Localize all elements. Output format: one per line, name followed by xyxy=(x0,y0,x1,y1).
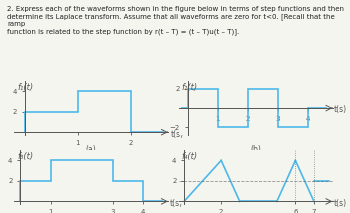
Text: t(s): t(s) xyxy=(334,105,347,114)
Text: f₂(t): f₂(t) xyxy=(182,83,198,92)
Text: (a): (a) xyxy=(86,145,96,154)
Text: f₃(t): f₃(t) xyxy=(17,152,33,161)
Text: f₄(t): f₄(t) xyxy=(182,152,198,161)
Text: t(s): t(s) xyxy=(171,130,184,139)
Text: f₁(t): f₁(t) xyxy=(17,83,33,92)
Text: t(s): t(s) xyxy=(169,199,183,209)
Text: (b): (b) xyxy=(250,145,261,154)
Text: 2. Express each of the waveforms shown in the figure below in terms of step func: 2. Express each of the waveforms shown i… xyxy=(7,6,344,35)
Text: t(s): t(s) xyxy=(334,199,346,209)
